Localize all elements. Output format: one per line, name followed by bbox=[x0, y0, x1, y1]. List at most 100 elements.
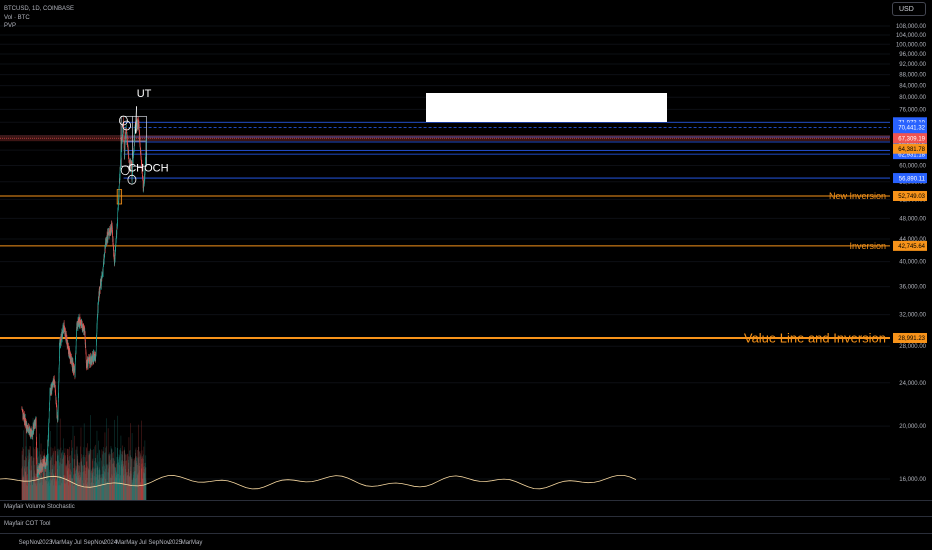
currency-button[interactable]: USD bbox=[892, 2, 926, 16]
range-drawings bbox=[116, 115, 147, 205]
volume-bar bbox=[110, 446, 112, 500]
volume-bar bbox=[53, 464, 55, 500]
volume-bar bbox=[104, 472, 106, 500]
volume-bar bbox=[95, 483, 96, 500]
volume-bar bbox=[52, 485, 54, 500]
volume-bar bbox=[59, 462, 61, 500]
volume-bar bbox=[145, 479, 147, 500]
volume-bar bbox=[102, 451, 104, 500]
volume-bar bbox=[88, 468, 89, 500]
volume-bar bbox=[56, 460, 57, 500]
volume-bar bbox=[24, 466, 25, 500]
volume-bar bbox=[76, 466, 77, 500]
volume-bar bbox=[100, 480, 102, 500]
volume-bar bbox=[35, 446, 36, 500]
volume-bar bbox=[129, 450, 130, 500]
volume-bar bbox=[137, 458, 139, 500]
candle-body bbox=[131, 175, 133, 181]
volume-bar bbox=[52, 479, 54, 500]
volume-bar bbox=[91, 473, 93, 500]
volume-bar bbox=[112, 484, 113, 500]
pane-separator[interactable] bbox=[0, 500, 932, 501]
volume-bar bbox=[109, 477, 111, 500]
volume-bar bbox=[35, 473, 37, 500]
volume-bar bbox=[123, 465, 124, 500]
volume-bar bbox=[44, 477, 45, 500]
volume-bar bbox=[110, 458, 112, 500]
volume-bar bbox=[92, 474, 93, 500]
volume-bar bbox=[135, 456, 136, 500]
volume-bar bbox=[114, 467, 116, 500]
volume-bar bbox=[89, 469, 91, 500]
y-tick-label: 32,000.00 bbox=[899, 313, 926, 319]
volume-bar bbox=[43, 463, 45, 500]
volume-bar bbox=[55, 460, 56, 500]
volume-bar bbox=[55, 472, 57, 500]
volume-bar bbox=[49, 483, 51, 500]
volume-bar bbox=[107, 472, 109, 500]
candle-body bbox=[36, 437, 37, 445]
volume-bar bbox=[119, 449, 120, 500]
volume-bar bbox=[96, 455, 98, 500]
volume-bar bbox=[129, 450, 131, 500]
candle-body bbox=[72, 362, 74, 370]
volume-bar bbox=[61, 453, 62, 500]
volume-bar bbox=[70, 484, 72, 500]
volume-bar bbox=[42, 466, 44, 500]
volume-bar bbox=[131, 484, 133, 500]
volume-bar bbox=[59, 477, 60, 500]
candle-body bbox=[66, 337, 68, 340]
volume-bar bbox=[137, 457, 139, 500]
volume-bar bbox=[93, 449, 94, 500]
volume-bar bbox=[77, 477, 79, 500]
volume-bar bbox=[34, 475, 35, 500]
volume-bar bbox=[92, 469, 94, 500]
volume-bar bbox=[126, 460, 127, 500]
volume-bar bbox=[64, 452, 65, 500]
volume-bar bbox=[91, 450, 93, 500]
volume-bar bbox=[95, 444, 96, 500]
volume-bar bbox=[106, 484, 108, 500]
candle-body bbox=[76, 329, 77, 337]
candle-body bbox=[95, 351, 97, 354]
volume-bar bbox=[53, 450, 55, 500]
volume-bar bbox=[63, 455, 65, 500]
volume-bar bbox=[132, 479, 133, 500]
pane-separator[interactable] bbox=[0, 516, 932, 517]
volume-bar bbox=[33, 470, 35, 500]
volume-bar bbox=[123, 450, 125, 500]
volume-bar bbox=[132, 483, 133, 500]
volume-bar bbox=[74, 454, 76, 500]
swing-circle bbox=[120, 165, 130, 176]
volume-bar bbox=[106, 481, 108, 500]
y-tick-label: 80,000.00 bbox=[899, 95, 926, 101]
volume-bar bbox=[82, 465, 83, 500]
x-tick-label: May bbox=[61, 540, 72, 546]
volume-bar bbox=[116, 462, 118, 500]
volume-bar bbox=[113, 451, 114, 500]
volume-bar bbox=[71, 440, 72, 500]
price-axis[interactable]: 16,000.00 20,000.00 24,000.00 28,000.00 32,0… bbox=[893, 24, 927, 483]
volume-bar bbox=[81, 458, 82, 500]
candle-body bbox=[105, 240, 107, 243]
volume-bar bbox=[109, 454, 111, 500]
volume-bar bbox=[27, 460, 29, 500]
volume-bar bbox=[88, 451, 90, 500]
volume-bar bbox=[144, 467, 146, 500]
volume-bar bbox=[94, 468, 95, 500]
candle-body bbox=[74, 368, 75, 374]
volume-bar bbox=[58, 465, 60, 500]
volume-bar bbox=[133, 474, 134, 500]
volume-bar bbox=[132, 458, 134, 500]
candle-body bbox=[23, 415, 25, 421]
volume-bar bbox=[136, 464, 138, 500]
volume-bar bbox=[142, 459, 144, 500]
volume-bar bbox=[86, 467, 88, 500]
redacted-box bbox=[426, 93, 667, 122]
volume-bar bbox=[59, 418, 61, 500]
volume-bar bbox=[32, 476, 33, 500]
candle-body bbox=[49, 399, 51, 403]
volume-bar bbox=[97, 466, 98, 500]
